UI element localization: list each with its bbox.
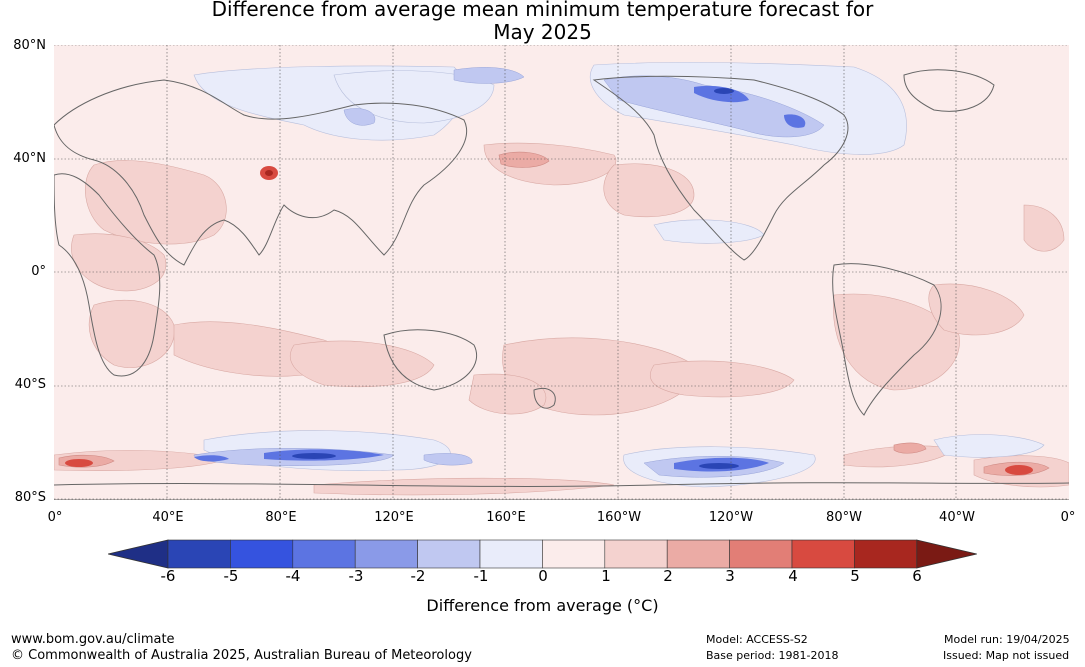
lon-label-120e: 120°E [374, 510, 414, 525]
colorbar-segment [230, 539, 294, 569]
colorbar-segment [417, 539, 481, 569]
footer-model-run: Model run: 19/04/2025 [944, 633, 1070, 646]
footer-website: www.bom.gov.au/climate [11, 632, 175, 647]
lon-label-40w: 40°W [939, 510, 975, 525]
colorbar-tick: 5 [850, 567, 860, 585]
colorbar-label: Difference from average (°C) [426, 596, 659, 615]
colorbar-segment [292, 539, 356, 569]
colorbar-tick: 4 [788, 567, 798, 585]
colorbar-segment [479, 539, 543, 569]
colorbar-tick: 6 [912, 567, 922, 585]
lat-label-40s: 40°S [14, 377, 46, 392]
lat-label-40n: 40°N [13, 151, 46, 166]
lat-label-0: 0° [31, 264, 46, 279]
colorbar-tick: 3 [725, 567, 735, 585]
colorbar-tick: -1 [473, 567, 489, 585]
lon-label-80w: 80°W [826, 510, 862, 525]
colorbar-tick: 2 [663, 567, 673, 585]
colorbar-tick: -2 [410, 567, 426, 585]
footer-issued: Issued: Map not issued [943, 649, 1070, 662]
lon-label-0-right: 0° [1060, 510, 1076, 525]
lat-label-80n: 80°N [13, 38, 46, 53]
colorbar [107, 539, 978, 569]
lon-label-0-left: 0° [47, 510, 63, 525]
lon-label-120w: 120°W [708, 510, 754, 525]
footer-copyright: © Commonwealth of Australia 2025, Austra… [11, 648, 472, 663]
colorbar-tick: 0 [538, 567, 548, 585]
map-svg [54, 45, 1069, 500]
temperature-anomaly-map [54, 45, 1069, 500]
map-title-line2: May 2025 [493, 20, 592, 44]
map-title-line1: Difference from average mean minimum tem… [211, 0, 874, 21]
colorbar-segment [542, 539, 606, 569]
colorbar-extend-low [107, 539, 169, 569]
colorbar-extend-high [916, 539, 977, 569]
footer-model: Model: ACCESS-S2 [706, 633, 808, 646]
hotspot-core [265, 170, 273, 176]
ocean-background [54, 45, 1069, 500]
colorbar-segment [604, 539, 668, 569]
colorbar-segment [354, 539, 418, 569]
cool-anomaly-extreme [292, 88, 739, 469]
lon-label-80e: 80°E [265, 510, 297, 525]
colorbar-segment [167, 539, 231, 569]
colorbar-segment [854, 539, 918, 569]
footer-base-period: Base period: 1981-2018 [706, 649, 839, 662]
lon-label-40e: 40°E [152, 510, 184, 525]
colorbar-segment [666, 539, 730, 569]
colorbar-tick: -5 [223, 567, 239, 585]
colorbar-svg [107, 539, 977, 569]
lon-label-160e: 160°E [486, 510, 526, 525]
colorbar-tick: 1 [601, 567, 611, 585]
colorbar-segment [791, 539, 855, 569]
colorbar-tick: -3 [348, 567, 364, 585]
lat-label-80s: 80°S [14, 490, 46, 505]
gridlines [54, 45, 1069, 500]
colorbar-segment [729, 539, 793, 569]
coastlines [54, 69, 1069, 500]
lon-label-160w: 160°W [596, 510, 642, 525]
colorbar-tick: -6 [160, 567, 176, 585]
colorbar-tick: -4 [285, 567, 301, 585]
